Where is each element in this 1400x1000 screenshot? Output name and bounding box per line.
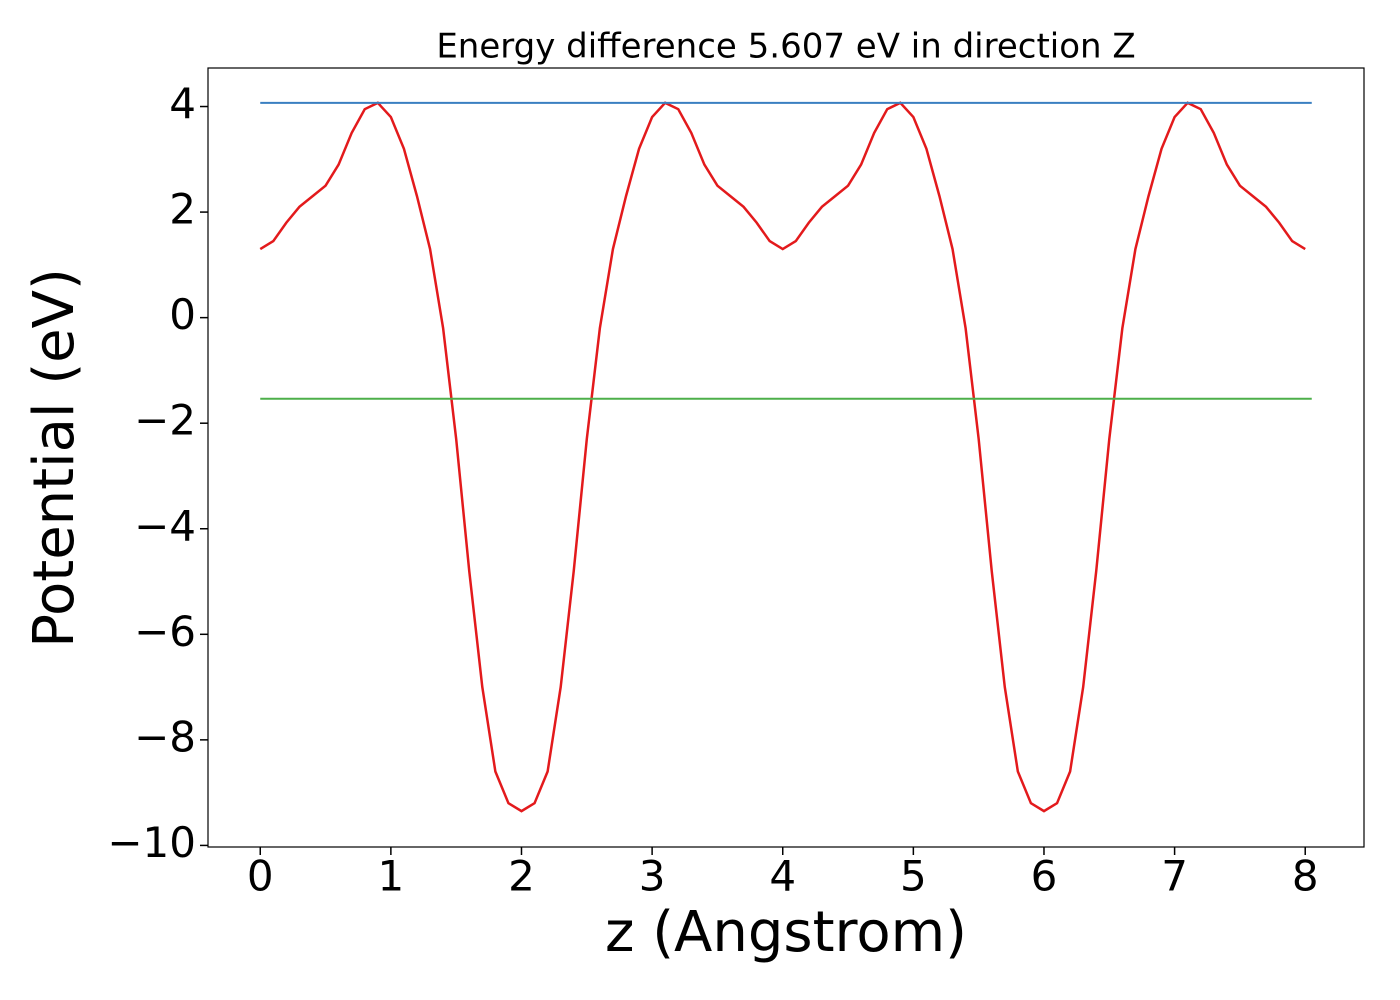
x-tick-label: 7	[1161, 852, 1188, 901]
plot-frame	[207, 67, 1365, 848]
x-tick-label: 4	[769, 852, 796, 901]
y-tick-label: −2	[134, 396, 196, 445]
x-tick-label: 0	[247, 852, 274, 901]
x-tick-label: 8	[1292, 852, 1319, 901]
x-tick-label: 1	[378, 852, 405, 901]
y-tick-label: −8	[134, 712, 196, 761]
x-tick-label: 5	[900, 852, 927, 901]
y-axis-label: Potential (eV)	[22, 268, 87, 648]
y-tick-label: −6	[134, 607, 196, 656]
y-tick-label: −4	[134, 501, 196, 550]
x-tick-label: 2	[508, 852, 535, 901]
y-tick-label: 0	[169, 290, 196, 339]
y-tick-label: 4	[169, 79, 196, 128]
x-tick-label: 3	[639, 852, 666, 901]
x-axis-label: z (Angstrom)	[605, 900, 967, 965]
x-tick-label: 6	[1031, 852, 1058, 901]
y-tick-label: −10	[107, 818, 196, 867]
data-line	[259, 101, 1306, 813]
chart-title: Energy difference 5.607 eV in direction …	[436, 27, 1135, 67]
y-tick-label: 2	[169, 185, 196, 234]
